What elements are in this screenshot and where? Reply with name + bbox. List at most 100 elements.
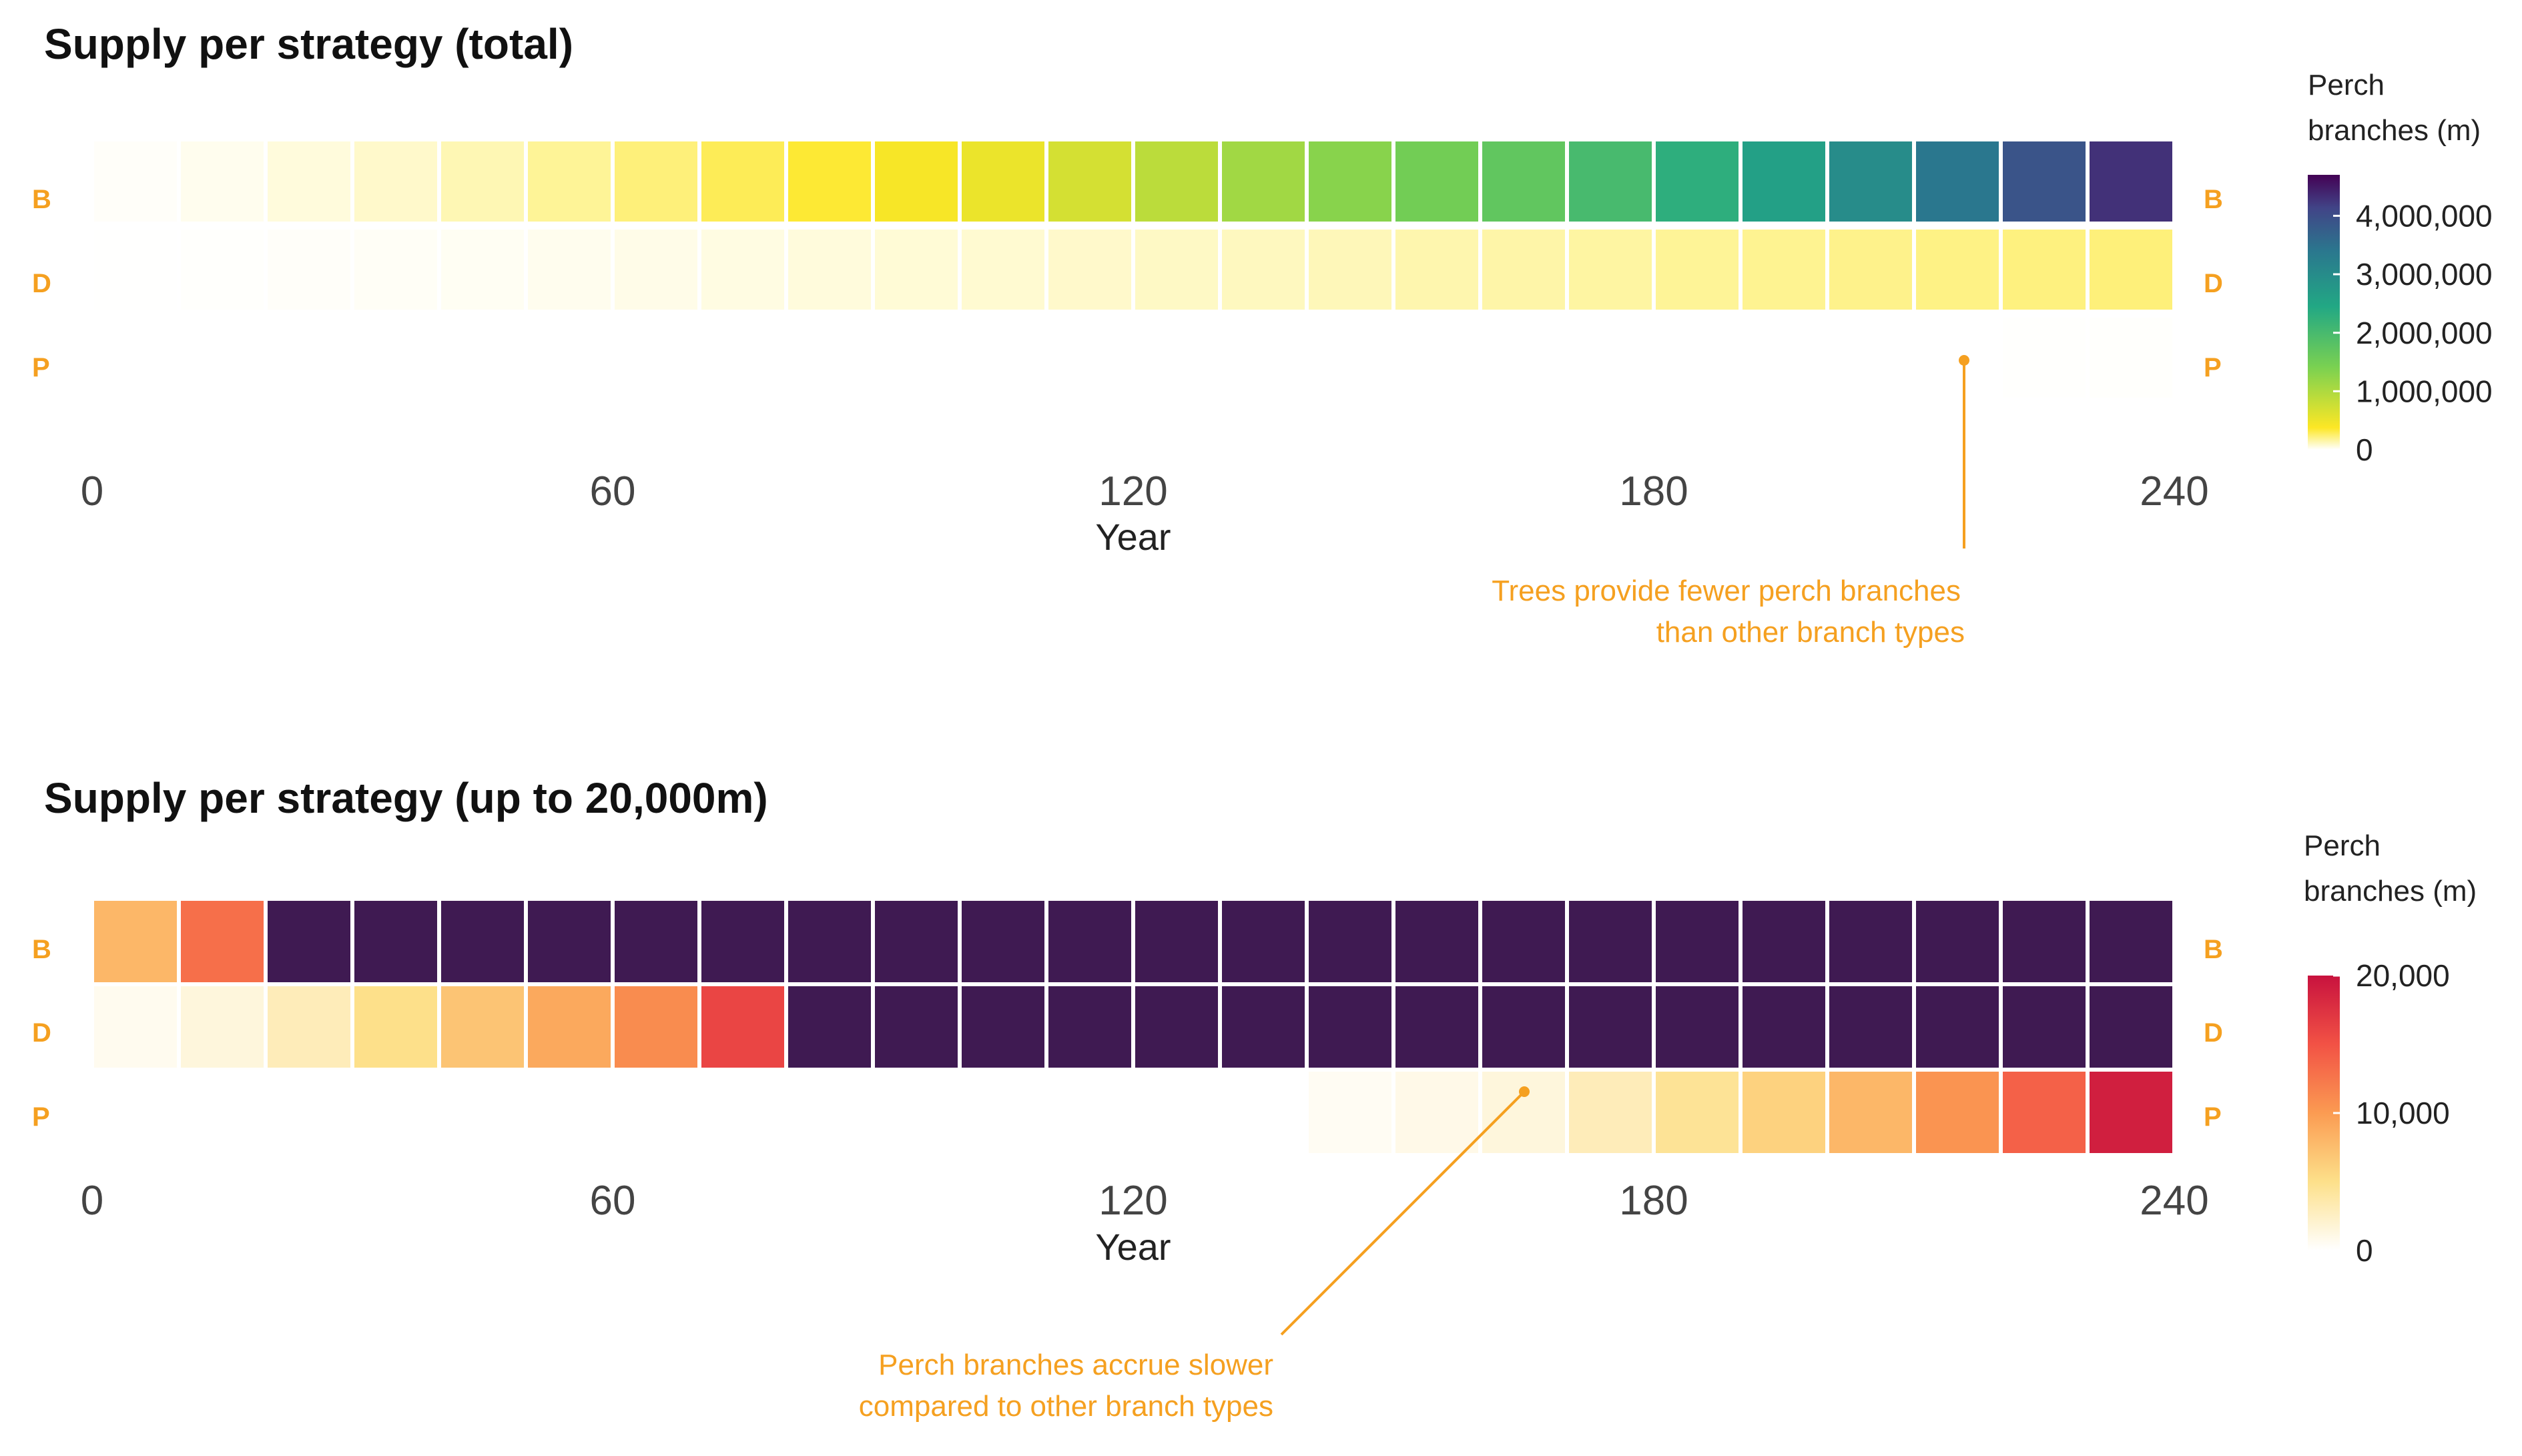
heatmap-cell-p-year-80	[788, 1072, 871, 1153]
heatmap-cell-p-year-140	[1309, 1072, 1391, 1153]
panel-2-legend-ticks: 0 10,000 20,000	[2333, 958, 2450, 1268]
heatmap-cell-p-year-100	[962, 1072, 1044, 1153]
panel-1-annotation-line-1: Trees provide fewer perch branches	[1492, 575, 1961, 607]
heatmap-cell-d-year-180	[1656, 230, 1739, 310]
legend-tick-label-2: 2,000,000	[2356, 316, 2493, 350]
heatmap-cell-p-year-60	[615, 318, 697, 398]
heatmap-cell-p-year-130	[1222, 318, 1305, 398]
heatmap-cell-b-year-180	[1656, 141, 1739, 222]
legend-tick-label-1: 10,000	[2356, 1096, 2450, 1130]
heatmap-cell-b-year-130	[1222, 141, 1305, 222]
heatmap-cell-p-year-170	[1569, 318, 1652, 398]
panel-2-legend-title-line-2: branches (m)	[2304, 875, 2477, 907]
heatmap-cell-b-year-60	[615, 901, 697, 982]
heatmap-cell-d-year-100	[962, 230, 1044, 310]
heatmap-cell-p-year-190	[1743, 318, 1825, 398]
panel-2-row-label-left-p: P	[32, 1102, 50, 1132]
panel-1-row-label-left-b: B	[32, 185, 51, 214]
heatmap-cell-p-year-100	[962, 318, 1044, 398]
heatmap-cell-d-year-190	[1743, 986, 1825, 1068]
panel-1-annotation-line-2: than other branch types	[1656, 616, 1965, 649]
heatmap-cell-p-year-30	[354, 318, 437, 398]
heatmap-cell-p-year-90	[875, 318, 958, 398]
panel-2-x-tick-240: 240	[2140, 1178, 2208, 1224]
heatmap-cell-d-year-0	[94, 230, 177, 310]
heatmap-cell-p-year-220	[2003, 1072, 2086, 1153]
heatmap-cell-p-year-170	[1569, 1072, 1652, 1153]
heatmap-cell-b-year-120	[1135, 141, 1218, 222]
heatmap-cell-b-year-230	[2090, 901, 2172, 982]
legend-tick-label-2: 20,000	[2356, 958, 2450, 993]
heatmap-cell-d-year-160	[1482, 986, 1565, 1068]
panel-1-legend-ticks: 0 1,000,000 2,000,000 3,000,000 4,000,000	[2333, 199, 2493, 467]
panel-2-row-label-right-p: P	[2204, 1102, 2222, 1132]
panel-total: Supply per strategy (total) B D P B D P …	[32, 20, 2493, 649]
heatmap-cell-b-year-170	[1569, 141, 1652, 222]
heatmap-cell-p-year-110	[1048, 1072, 1131, 1153]
panel-1-x-axis-label: Year	[1095, 516, 1171, 558]
panel-1-x-tick-60: 60	[590, 468, 636, 514]
heatmap-cell-d-year-220	[2003, 230, 2086, 310]
heatmap-cell-b-year-80	[788, 141, 871, 222]
heatmap-cell-d-year-70	[701, 986, 784, 1068]
panel-2-x-tick-180: 180	[1619, 1178, 1688, 1224]
legend-tick-label-4: 4,000,000	[2356, 199, 2493, 234]
heatmap-cell-d-year-10	[181, 230, 264, 310]
heatmap-cell-p-year-50	[528, 318, 611, 398]
panel-1-row-label-right-p: P	[2204, 353, 2222, 382]
heatmap-cell-d-year-30	[354, 230, 437, 310]
heatmap-cell-b-year-40	[441, 901, 524, 982]
heatmap-cell-d-year-40	[441, 986, 524, 1068]
heatmap-cell-d-year-200	[1829, 230, 1912, 310]
heatmap-cell-p-year-200	[1829, 318, 1912, 398]
heatmap-cell-b-year-140	[1309, 141, 1391, 222]
heatmap-cell-p-year-230	[2090, 1072, 2172, 1153]
heatmap-cell-p-year-20	[268, 318, 350, 398]
panel-1-x-tick-180: 180	[1619, 468, 1688, 514]
panel-2-heatmap-cells	[94, 901, 2172, 1153]
heatmap-cell-d-year-120	[1135, 230, 1218, 310]
panel-1-legend-title-line-2: branches (m)	[2308, 114, 2481, 147]
heatmap-cell-p-year-160	[1482, 1072, 1565, 1153]
panel-1-title: Supply per strategy (total)	[44, 20, 573, 68]
panel-1-x-tick-120: 120	[1098, 468, 1167, 514]
heatmap-cell-d-year-50	[528, 986, 611, 1068]
heatmap-cell-b-year-60	[615, 141, 697, 222]
heatmap-cell-p-year-60	[615, 1072, 697, 1153]
heatmap-cell-b-year-190	[1743, 901, 1825, 982]
heatmap-cell-b-year-160	[1482, 901, 1565, 982]
heatmap-cell-b-year-110	[1048, 901, 1131, 982]
heatmap-cell-p-year-150	[1395, 318, 1478, 398]
panel-2-x-tick-120: 120	[1098, 1178, 1167, 1224]
panel-2-annotation-point	[1519, 1086, 1530, 1097]
heatmap-cell-b-year-70	[701, 141, 784, 222]
heatmap-cell-d-year-80	[788, 230, 871, 310]
heatmap-cell-b-year-220	[2003, 901, 2086, 982]
heatmap-cell-d-year-210	[1916, 986, 1999, 1068]
heatmap-cell-d-year-70	[701, 230, 784, 310]
heatmap-cell-b-year-120	[1135, 901, 1218, 982]
heatmap-cell-p-year-120	[1135, 1072, 1218, 1153]
panel-2-annotation-line-2: compared to other branch types	[859, 1390, 1273, 1423]
heatmap-cell-d-year-110	[1048, 230, 1131, 310]
heatmap-cell-d-year-20	[268, 986, 350, 1068]
heatmap-cell-p-year-20	[268, 1072, 350, 1153]
heatmap-cell-p-year-40	[441, 318, 524, 398]
heatmap-cell-b-year-100	[962, 141, 1044, 222]
panel-2-x-tick-0: 0	[81, 1178, 103, 1224]
panel-1-legend-title-line-1: Perch	[2308, 69, 2385, 101]
heatmap-cell-b-year-70	[701, 901, 784, 982]
heatmap-cell-d-year-60	[615, 230, 697, 310]
heatmap-cell-b-year-180	[1656, 901, 1739, 982]
heatmap-cell-d-year-140	[1309, 230, 1391, 310]
heatmap-cell-p-year-160	[1482, 318, 1565, 398]
heatmap-cell-b-year-20	[268, 141, 350, 222]
heatmap-cell-d-year-90	[875, 986, 958, 1068]
heatmap-cell-p-year-210	[1916, 1072, 1999, 1153]
heatmap-cell-d-year-100	[962, 986, 1044, 1068]
heatmap-cell-b-year-160	[1482, 141, 1565, 222]
panel-2-annotation-line-1: Perch branches accrue slower	[878, 1349, 1273, 1381]
heatmap-cell-b-year-150	[1395, 901, 1478, 982]
heatmap-cell-p-year-70	[701, 1072, 784, 1153]
legend-tick-label-3: 3,000,000	[2356, 257, 2493, 292]
